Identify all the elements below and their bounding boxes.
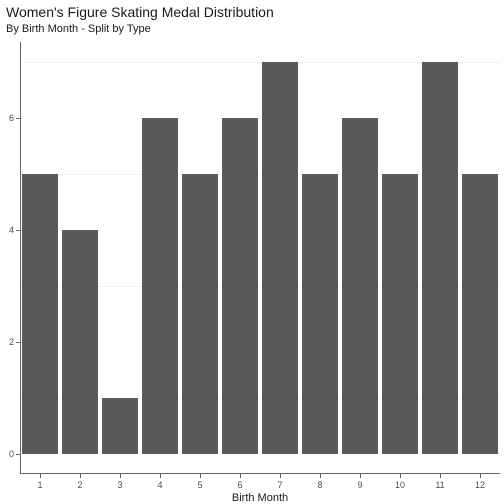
bar — [102, 398, 138, 454]
bar — [422, 62, 458, 455]
x-tick-label: 1 — [37, 474, 42, 490]
bar — [262, 62, 298, 455]
x-tick-label: 5 — [197, 474, 202, 490]
y-tick-label: 2 — [9, 337, 20, 347]
chart-title-block: Women's Figure Skating Medal Distributio… — [6, 4, 274, 35]
y-tick-label: 0 — [9, 449, 20, 459]
y-tick-label: 6 — [9, 113, 20, 123]
x-tick-label: 4 — [157, 474, 162, 490]
chart-title: Women's Figure Skating Medal Distributio… — [6, 4, 274, 21]
x-tick-label: 3 — [117, 474, 122, 490]
y-tick-label: 4 — [9, 225, 20, 235]
bar — [22, 174, 58, 455]
plot-panel: 0246123456789101112 — [20, 42, 500, 474]
x-tick-label: 7 — [277, 474, 282, 490]
bar — [302, 174, 338, 455]
x-tick-label: 10 — [395, 474, 405, 490]
grid-major — [20, 454, 500, 455]
x-axis-title: Birth Month — [232, 492, 288, 504]
bar — [182, 174, 218, 455]
bar — [222, 118, 258, 455]
bar — [62, 230, 98, 454]
bar — [142, 118, 178, 455]
x-tick-label: 2 — [77, 474, 82, 490]
x-tick-label: 6 — [237, 474, 242, 490]
bar — [462, 174, 498, 455]
bar — [342, 118, 378, 455]
x-tick-label: 9 — [357, 474, 362, 490]
y-axis-line — [20, 42, 21, 474]
x-tick-label: 8 — [317, 474, 322, 490]
x-tick-label: 12 — [475, 474, 485, 490]
x-axis-line — [20, 473, 500, 474]
chart-subtitle: By Birth Month - Split by Type — [6, 23, 274, 35]
x-tick-label: 11 — [435, 474, 444, 490]
bar — [382, 174, 418, 455]
